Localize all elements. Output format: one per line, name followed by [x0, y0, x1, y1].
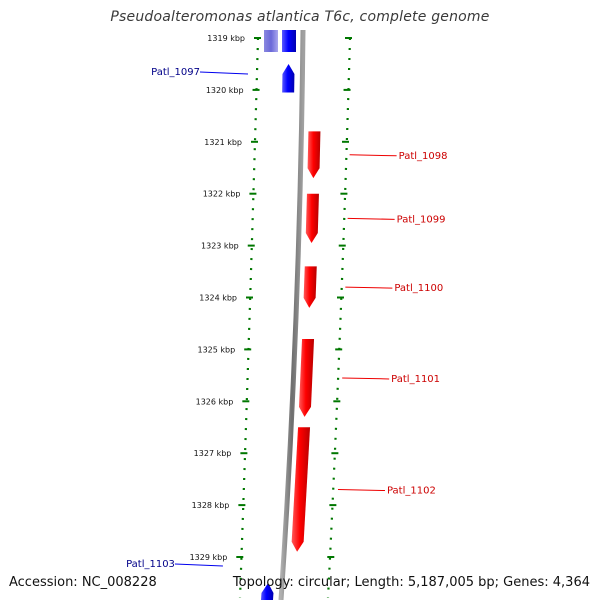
- leader-line-patl_1098: [349, 154, 397, 157]
- outer-dotted-track: [326, 37, 352, 599]
- gene-label-patl_1103[interactable]: Patl_1103: [126, 559, 175, 570]
- gene-arrow-patl_1103[interactable]: [260, 582, 274, 600]
- gene-label-patl_1098[interactable]: Patl_1098: [399, 151, 448, 162]
- gene-label-patl_1101[interactable]: Patl_1101: [391, 374, 440, 385]
- scale-label-1319: 1319 kbp: [207, 34, 245, 43]
- scale-label-1327: 1327 kbp: [194, 449, 232, 458]
- gene-arrow-patl_1097[interactable]: [282, 63, 295, 93]
- leader-line-patl_1103: [174, 563, 223, 567]
- inner-dotted-track: [238, 37, 260, 599]
- genome-title: Pseudoalteromonas atlantica T6c, complet…: [110, 9, 490, 25]
- gene-arrow-patl_1101[interactable]: [299, 339, 315, 417]
- partial-reverse-gene-right: [282, 30, 296, 52]
- leader-line-patl_1102: [337, 489, 385, 492]
- scale-label-1324: 1324 kbp: [199, 294, 237, 303]
- leader-line-patl_1101: [342, 377, 390, 380]
- gene-arrow-patl_1102[interactable]: [291, 427, 311, 552]
- genome-backbone: [278, 29, 306, 600]
- leader-line-patl_1099: [347, 217, 395, 220]
- gene-arrow-patl_1099[interactable]: [305, 193, 319, 244]
- scale-label-1329: 1329 kbp: [190, 553, 228, 562]
- gene-label-patl_1099[interactable]: Patl_1099: [397, 214, 446, 225]
- gene-arrow-patl_1098[interactable]: [307, 131, 321, 179]
- partial-reverse-gene-left: [264, 30, 278, 52]
- gene-label-patl_1100[interactable]: Patl_1100: [394, 283, 443, 294]
- scale-label-1320: 1320 kbp: [206, 86, 244, 95]
- gene-arrow-patl_1100[interactable]: [303, 266, 317, 308]
- gene-label-patl_1102[interactable]: Patl_1102: [387, 486, 436, 497]
- scale-label-1322: 1322 kbp: [203, 190, 241, 199]
- scale-label-1326: 1326 kbp: [196, 397, 234, 406]
- scale-label-1323: 1323 kbp: [201, 242, 239, 251]
- leader-line-patl_1100: [345, 286, 393, 289]
- scale-label-1321: 1321 kbp: [204, 138, 242, 147]
- scale-ticks: 1319 kbp 1320 kbp 1321 kbp 1322 kbp 1323 kbp…: [190, 34, 352, 562]
- gene-label-patl_1097[interactable]: Patl_1097: [151, 67, 200, 78]
- gene-features: Patl_1097 Patl_1098 Patl_1099 Patl_1100 Patl…: [126, 63, 448, 600]
- scale-label-1325: 1325 kbp: [197, 345, 235, 354]
- scale-label-1328: 1328 kbp: [192, 501, 230, 510]
- genome-summary: Topology: circular; Length: 5,187,005 bp…: [232, 575, 590, 590]
- accession-label: Accession: NC_008228: [9, 575, 157, 590]
- leader-line-patl_1097: [199, 71, 249, 75]
